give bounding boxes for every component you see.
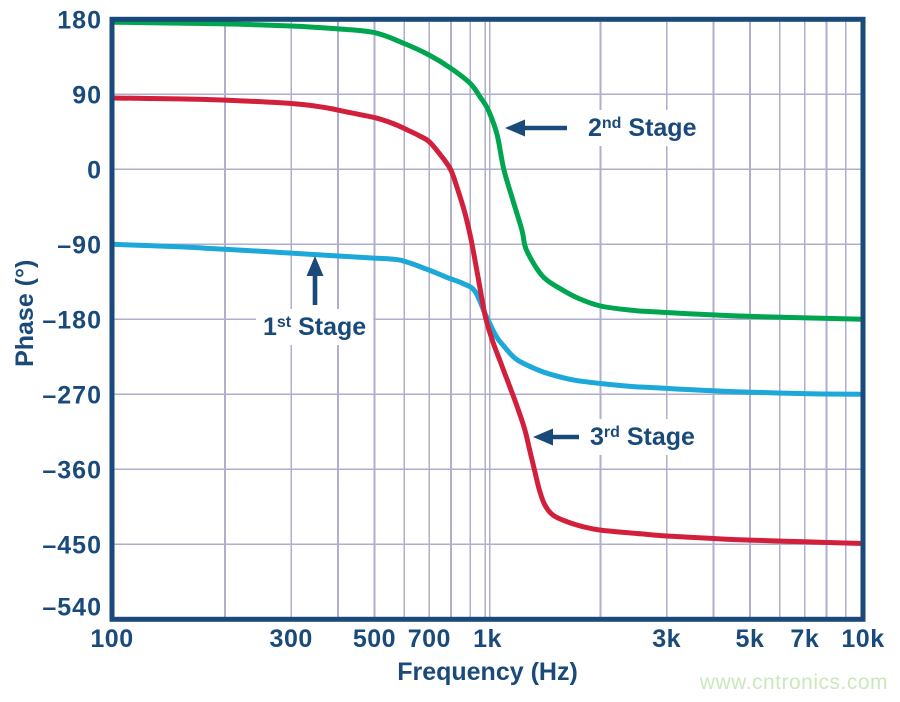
y-tick-label: 0 [87, 156, 102, 184]
y-axis-title: Phase (°) [11, 260, 39, 367]
annotation-label-stage-3: 3rd Stage [590, 423, 695, 451]
annotation-backdrop [581, 110, 704, 146]
y-tick-label: –540 [42, 593, 102, 621]
y-tick-label: –360 [42, 456, 102, 484]
x-axis-title: Frequency (Hz) [397, 658, 578, 686]
annotation-label-stage-1: 1st Stage [263, 313, 366, 341]
y-axis-tick-labels: 180 90 0 –90 –180 –270 –360 –450 –540 [42, 6, 102, 621]
y-tick-label: –270 [42, 381, 102, 409]
annotation-stage-2: 2nd Stage [505, 110, 704, 146]
curve-2nd-stage [109, 19, 866, 322]
plot-frame [109, 16, 866, 622]
x-tick-label: 7k [790, 625, 819, 653]
watermark: www.cntronics.com [699, 671, 888, 694]
x-tick-label: 1k [473, 625, 502, 653]
x-tick-label: 3k [652, 625, 681, 653]
x-tick-label: 5k [736, 625, 765, 653]
annotation-label-stage-2: 2nd Stage [588, 114, 697, 142]
annotation-backdrop [583, 419, 703, 455]
x-tick-label: 300 [270, 625, 313, 653]
x-tick-label: 10k [841, 625, 884, 653]
y-tick-label: –450 [42, 531, 102, 559]
y-tick-label: –90 [57, 231, 102, 259]
x-tick-label: 100 [90, 625, 133, 653]
arrow-head-up-icon [306, 256, 324, 276]
x-tick-label: 700 [408, 625, 451, 653]
annotation-stage-1: 1st Stage [256, 256, 374, 345]
arrow-head-left-icon [533, 428, 553, 446]
x-tick-label: 500 [353, 625, 396, 653]
y-tick-label: –180 [42, 306, 102, 334]
curve-3rd-stage [109, 95, 866, 546]
arrow-head-left-icon [505, 119, 525, 137]
x-axis-tick-labels: 100 300 500 700 1k 3k 5k 7k 10k [90, 625, 884, 653]
y-tick-label: 90 [72, 81, 102, 109]
annotation-backdrop [256, 309, 374, 345]
annotation-stage-3: 3rd Stage [533, 419, 703, 455]
curve-1st-stage [109, 241, 866, 397]
y-tick-label: 180 [57, 6, 102, 34]
